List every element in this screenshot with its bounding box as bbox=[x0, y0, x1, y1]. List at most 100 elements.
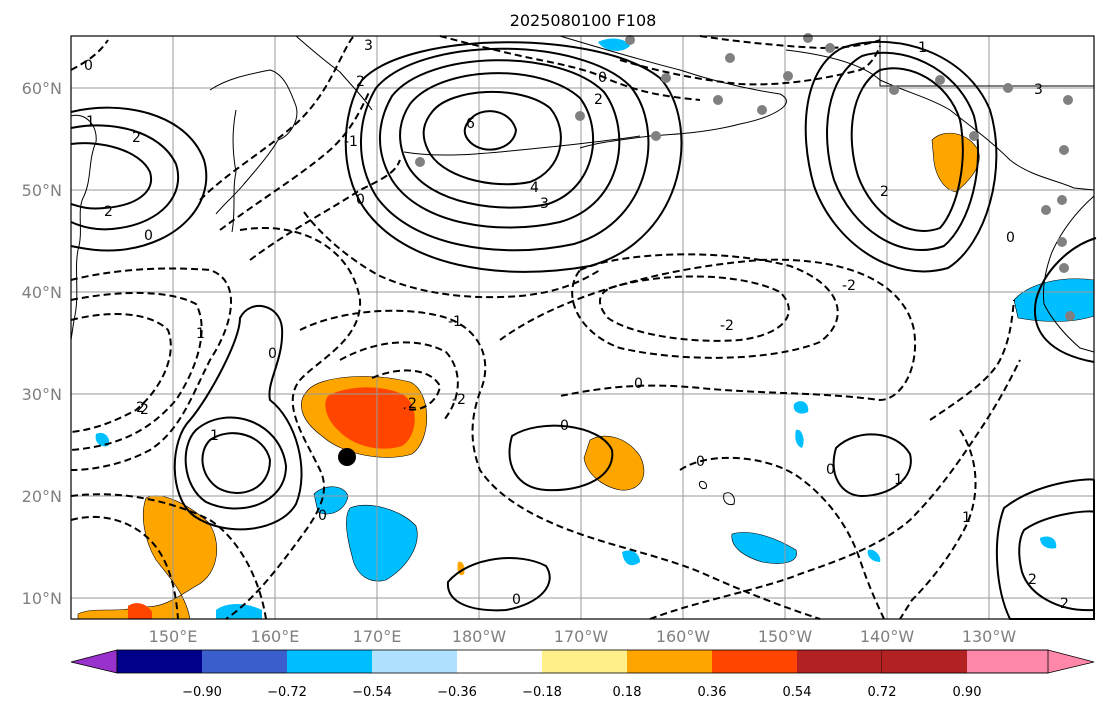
colorbar-segment bbox=[712, 650, 797, 673]
colorbar-tick-label: −0.18 bbox=[522, 685, 562, 700]
station-dot bbox=[757, 105, 767, 115]
map-title: 2025080100 F108 bbox=[510, 11, 657, 30]
station-dot bbox=[625, 35, 635, 45]
anomaly-region-blue bbox=[622, 550, 640, 566]
anomaly-region-red bbox=[325, 387, 415, 449]
station-dot bbox=[935, 75, 945, 85]
contour-label: 1 bbox=[918, 40, 927, 56]
contour-label: 1 bbox=[962, 510, 971, 526]
location-marker bbox=[338, 448, 356, 466]
contour-label: 0 bbox=[84, 58, 93, 74]
station-dot bbox=[889, 85, 899, 95]
map-frame bbox=[70, 35, 1095, 620]
contour-label: -2 bbox=[720, 318, 734, 334]
positive-anomaly-areas bbox=[77, 132, 980, 620]
station-dot bbox=[1065, 311, 1075, 321]
contour-label: -2 bbox=[842, 278, 856, 294]
station-dot bbox=[1003, 83, 1013, 93]
anomaly-region-orange bbox=[583, 435, 645, 491]
contour-label: 0 bbox=[318, 508, 327, 524]
anomaly-region-blue bbox=[795, 429, 804, 448]
lat-label: 40°N bbox=[22, 283, 62, 302]
station-dot bbox=[651, 131, 661, 141]
station-dot bbox=[1059, 263, 1069, 273]
anomaly-region-blue bbox=[216, 604, 262, 619]
contour-label: 2 bbox=[880, 184, 889, 200]
negative-anomaly-areas bbox=[95, 38, 1095, 619]
lon-label: 150°E bbox=[149, 627, 198, 646]
colorbar-segment bbox=[202, 650, 287, 673]
lon-label: 160°W bbox=[656, 627, 711, 646]
contour-label: -1 bbox=[344, 134, 358, 150]
anomaly-region-blue bbox=[731, 532, 797, 564]
colorbar-tick-label: −0.36 bbox=[437, 685, 477, 700]
anomaly-region-blue bbox=[867, 549, 881, 562]
anomaly-region-red bbox=[128, 603, 152, 619]
anomaly-region-blue bbox=[1040, 536, 1057, 549]
lat-label: 20°N bbox=[22, 487, 62, 506]
contour-label: 1 bbox=[86, 114, 95, 130]
lon-label: 140°W bbox=[860, 627, 915, 646]
station-dot bbox=[1059, 145, 1069, 155]
lon-label: 150°W bbox=[758, 627, 813, 646]
station-dot bbox=[725, 53, 735, 63]
colorbar: −0.90 −0.72 −0.54 −0.36 −0.18 0.18 0.36 … bbox=[70, 649, 1095, 700]
anomaly-region-orange bbox=[931, 132, 980, 193]
colorbar-tick-label: 0.54 bbox=[783, 685, 812, 700]
station-dot bbox=[1057, 237, 1067, 247]
contour-label: 2 bbox=[1028, 572, 1037, 588]
contour-label: -2 bbox=[452, 392, 466, 408]
contour-label: 1 bbox=[196, 326, 205, 342]
contour-label: 2 bbox=[104, 204, 113, 220]
graticule bbox=[71, 36, 1094, 619]
lat-label: 10°N bbox=[22, 589, 62, 608]
colorbar-segment bbox=[372, 650, 457, 673]
contour-label: 0 bbox=[598, 70, 607, 86]
contour-label: 0 bbox=[268, 346, 277, 362]
station-dot bbox=[803, 33, 813, 43]
colorbar-segment bbox=[797, 650, 882, 673]
contour-label: 2 bbox=[140, 402, 149, 418]
station-dot bbox=[825, 43, 835, 53]
contour-label: 3 bbox=[364, 38, 373, 54]
station-dot bbox=[1063, 95, 1073, 105]
lon-label: 170°E bbox=[353, 627, 402, 646]
contour-label: 0 bbox=[560, 418, 569, 434]
colorbar-tick-label: 0.36 bbox=[698, 685, 727, 700]
colorbar-tick-label: 0.72 bbox=[868, 685, 897, 700]
contour-label: 1 bbox=[894, 472, 903, 488]
lon-label: 160°E bbox=[251, 627, 300, 646]
contour-label: -1 bbox=[448, 314, 462, 330]
station-dot bbox=[783, 71, 793, 81]
lat-label: 50°N bbox=[22, 181, 62, 200]
contour-label: 0 bbox=[696, 454, 705, 470]
station-dot bbox=[713, 95, 723, 105]
lon-label: 170°W bbox=[554, 627, 609, 646]
contour-label: 0 bbox=[356, 192, 365, 208]
contour-label: 0 bbox=[1006, 230, 1015, 246]
anomaly-region-blue bbox=[346, 504, 418, 582]
contour-labels: 3 2 2 6 4 3 0 0 1 1 2 2 2 0 0 -1 0 -1 1 … bbox=[84, 38, 1069, 612]
lon-label: 130°W bbox=[962, 627, 1017, 646]
contour-label: 1 bbox=[210, 428, 219, 444]
colorbar-segment bbox=[287, 650, 372, 673]
lat-label: 30°N bbox=[22, 385, 62, 404]
lon-label: 180°W bbox=[452, 627, 507, 646]
colorbar-segment bbox=[542, 650, 627, 673]
contour-label: 2 bbox=[132, 130, 141, 146]
colorbar-tick-label: 0.18 bbox=[613, 685, 642, 700]
station-dot bbox=[575, 111, 585, 121]
anomaly-region-blue bbox=[793, 401, 809, 414]
station-markers bbox=[415, 33, 1075, 321]
colorbar-segment bbox=[627, 650, 712, 673]
longitude-labels: 150°E 160°E 170°E 180°W 170°W 160°W 150°… bbox=[149, 627, 1017, 646]
colorbar-tick-label: −0.90 bbox=[182, 685, 222, 700]
contour-label: 3 bbox=[1034, 82, 1043, 98]
contour-label: 4 bbox=[530, 180, 539, 196]
colorbar-tick-label: −0.72 bbox=[267, 685, 307, 700]
contour-label: 0 bbox=[512, 592, 521, 608]
station-dot bbox=[661, 73, 671, 83]
lat-label: 60°N bbox=[22, 79, 62, 98]
contour-label: 2 bbox=[356, 74, 365, 90]
station-dot bbox=[1057, 195, 1067, 205]
